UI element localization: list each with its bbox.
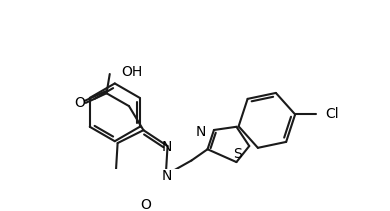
Text: S: S (233, 147, 241, 161)
Text: N: N (195, 124, 206, 139)
Text: OH: OH (121, 65, 142, 79)
Text: O: O (74, 96, 85, 110)
Text: Cl: Cl (325, 107, 339, 122)
Text: O: O (141, 199, 152, 211)
Text: N: N (161, 169, 172, 183)
Text: N: N (161, 140, 172, 154)
